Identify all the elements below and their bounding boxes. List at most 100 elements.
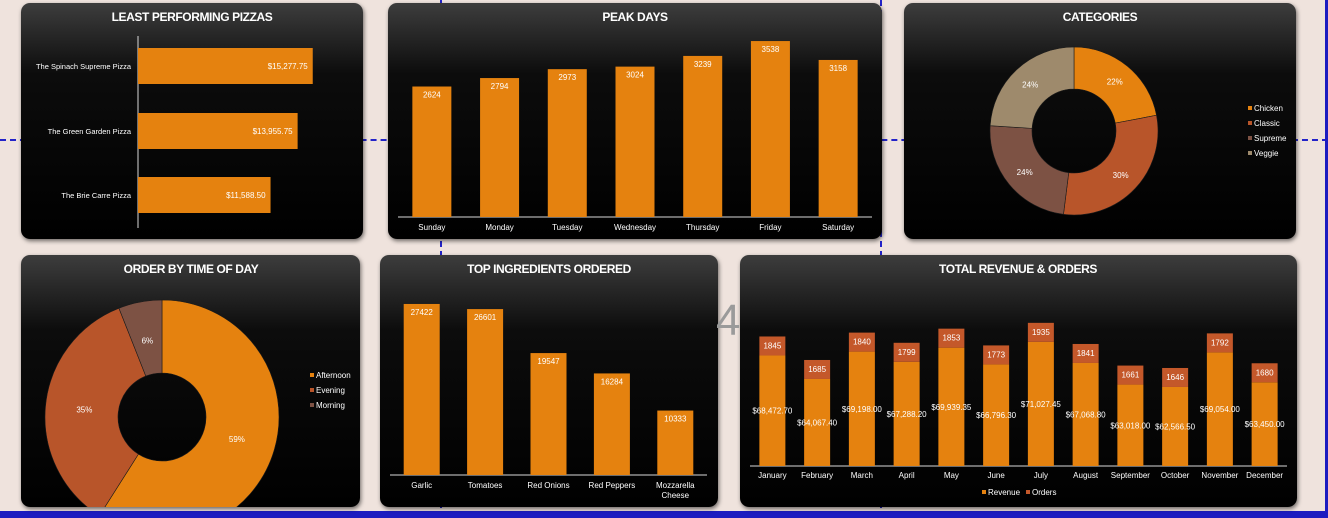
revenue-bar-october <box>1162 386 1189 466</box>
bar-friday <box>750 41 790 218</box>
x-tick-label: October <box>1161 471 1190 480</box>
orders-data-label: 1845 <box>763 341 781 350</box>
bar-monday <box>480 78 520 217</box>
revenue-data-label: $68,472.70 <box>752 407 793 416</box>
data-label: 3158 <box>829 64 847 73</box>
revenue-bar-march <box>848 351 875 466</box>
revenue-data-label: $62,566.50 <box>1155 422 1196 431</box>
x-tick-label: August <box>1073 471 1099 480</box>
legend-swatch-morning <box>310 403 314 407</box>
y-tick-label: The Brie Carre Pizza <box>61 191 131 200</box>
x-tick-label: Thursday <box>686 223 719 232</box>
y-tick-label: The Spinach Supreme Pizza <box>36 62 132 71</box>
x-tick-label: Friday <box>759 223 781 232</box>
slice-afternoon <box>104 299 280 507</box>
data-label: 2624 <box>423 91 441 100</box>
peak-days-card: PEAK DAYS 2624 Sunday 2794 Monday 2973 Tuesda… <box>388 3 882 239</box>
x-tick-label: January <box>758 471 786 480</box>
x-tick-label: April <box>899 471 915 480</box>
categories-card: CATEGORIES 22% 30% 24% 24% Chicken Classic Sup… <box>904 3 1296 239</box>
legend-label-afternoon: Afternoon <box>316 371 351 380</box>
bar-tuesday <box>547 69 587 218</box>
bar-thursday <box>683 55 723 218</box>
orders-data-label: 1840 <box>853 338 871 347</box>
order-by-time-chart: ORDER BY TIME OF DAY 59% 35% 6% Afternoon Ev… <box>44 262 351 507</box>
bar-mozzarella-cheese <box>657 410 694 475</box>
revenue-data-label: $67,068.80 <box>1066 410 1107 419</box>
x-tick-label: Monday <box>485 223 513 232</box>
revenue-data-label: $66,796.30 <box>976 411 1017 420</box>
bar-sunday <box>412 86 452 217</box>
slice-supreme <box>989 125 1070 215</box>
chart-title: TOTAL REVENUE & ORDERS <box>939 262 1097 276</box>
x-tick-label: Red Peppers <box>589 481 636 490</box>
revenue-data-label: $69,939.35 <box>931 403 972 412</box>
legend-swatch-veggie <box>1248 151 1252 155</box>
data-label: $11,588.50 <box>226 191 266 200</box>
print-area-border-bottom <box>0 511 1328 518</box>
revenue-bar-august <box>1072 362 1099 466</box>
orders-bar-november <box>1206 333 1233 353</box>
revenue-bar-november <box>1206 352 1233 466</box>
data-label: 16284 <box>601 377 624 386</box>
legend-label-chicken: Chicken <box>1254 104 1283 113</box>
top-ingredients-chart: TOP INGREDIENTS ORDERED 27422 Garlic 26601… <box>390 262 707 500</box>
revenue-bar-february <box>804 378 831 466</box>
slice-classic <box>1063 114 1159 216</box>
chart-title: PEAK DAYS <box>602 10 668 24</box>
chart-title: LEAST PERFORMING PIZZAS <box>112 10 273 24</box>
data-label: 24% <box>1017 168 1033 177</box>
page-number-watermark: 4 <box>716 296 741 345</box>
x-tick-label: Sunday <box>418 223 445 232</box>
y-tick-label: The Green Garden Pizza <box>48 127 132 136</box>
data-label: 19547 <box>537 357 560 366</box>
peak-days-chart: PEAK DAYS 2624 Sunday 2794 Monday 2973 Tuesda… <box>398 10 872 232</box>
x-tick-label: July <box>1034 471 1048 480</box>
slice-morning <box>118 299 163 377</box>
data-label: 3024 <box>626 71 644 80</box>
data-label: $13,955.75 <box>253 127 294 136</box>
legend-swatch-evening <box>310 388 314 392</box>
order-by-time-card: ORDER BY TIME OF DAY 59% 35% 6% Afternoon Ev… <box>21 255 360 507</box>
orders-data-label: 1799 <box>898 348 916 357</box>
x-tick-label: Cheese <box>662 491 690 500</box>
data-label: 35% <box>76 406 92 415</box>
slice-veggie <box>989 46 1075 129</box>
legend-swatch-classic <box>1248 121 1252 125</box>
x-tick-label: Garlic <box>411 481 432 490</box>
revenue-data-label: $67,288.20 <box>887 410 928 419</box>
orders-bar-september <box>1117 365 1144 385</box>
legend-swatch-supreme <box>1248 136 1252 140</box>
orders-bar-april <box>893 342 920 362</box>
revenue-data-label: $64,067.40 <box>797 418 838 427</box>
slice-evening <box>44 307 147 507</box>
data-label: 10333 <box>664 415 687 424</box>
x-tick-label: May <box>944 471 959 480</box>
x-tick-label: November <box>1201 471 1238 480</box>
legend-label-morning: Morning <box>316 401 345 410</box>
data-label: $15,277.75 <box>268 62 309 71</box>
x-tick-label: June <box>987 471 1005 480</box>
revenue-data-label: $71,027.45 <box>1021 400 1062 409</box>
orders-bar-january <box>759 336 786 356</box>
top-ingredients-card: TOP INGREDIENTS ORDERED 27422 Garlic 26601… <box>380 255 718 507</box>
legend-swatch-orders <box>1026 490 1030 494</box>
legend-swatch-revenue <box>982 490 986 494</box>
slice-chicken <box>1073 46 1157 124</box>
orders-data-label: 1792 <box>1211 338 1229 347</box>
bar-tomatoes <box>467 309 504 475</box>
revenue-data-label: $63,450.00 <box>1245 420 1286 429</box>
x-tick-label: Red Onions <box>527 481 569 490</box>
orders-data-label: 1646 <box>1166 373 1184 382</box>
orders-data-label: 1935 <box>1032 328 1050 337</box>
x-tick-label: September <box>1111 471 1150 480</box>
x-tick-label: Wednesday <box>614 223 656 232</box>
data-label: 2973 <box>558 73 576 82</box>
orders-bar-march <box>848 332 875 352</box>
x-tick-label: February <box>801 471 833 480</box>
data-label: 24% <box>1022 80 1038 89</box>
revenue-data-label: $69,198.00 <box>842 405 883 414</box>
revenue-bar-september <box>1117 384 1144 466</box>
data-label: 6% <box>142 336 154 345</box>
revenue-bar-july <box>1027 341 1054 466</box>
